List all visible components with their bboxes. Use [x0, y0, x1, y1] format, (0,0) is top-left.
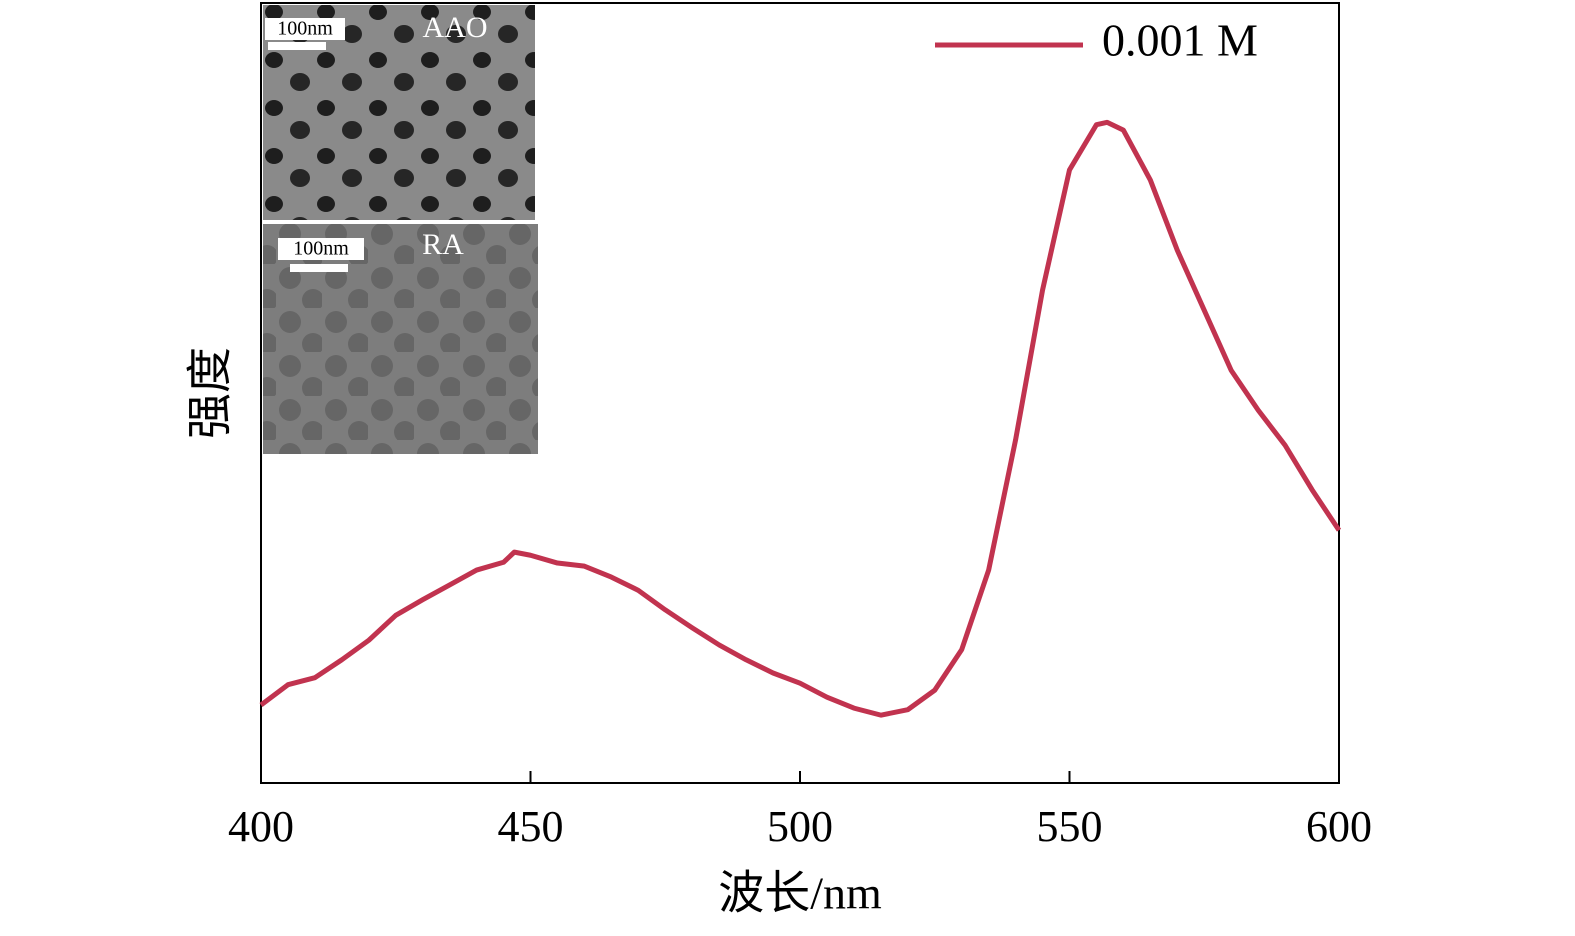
inset-images: 100nm AAO 100nm RA [263, 5, 538, 454]
x-tick-label: 550 [1037, 802, 1103, 851]
x-tick-label: 400 [228, 802, 294, 851]
scale-box [278, 238, 364, 260]
y-axis-label: 强度 [185, 347, 236, 439]
scale-bar [268, 42, 326, 50]
x-tick-label: 450 [498, 802, 564, 851]
inset-label: AAO [423, 11, 488, 44]
scale-label: 100nm [277, 18, 333, 40]
x-tick-label: 500 [767, 802, 833, 851]
inset-label: RA [422, 228, 464, 261]
scale-bar [290, 264, 348, 272]
x-tick-label: 600 [1306, 802, 1372, 851]
scale-box [265, 18, 345, 40]
inset-image [263, 5, 535, 220]
legend-label: 0.001 M [1102, 15, 1258, 66]
inset-image [263, 224, 538, 454]
data-line [259, 119, 1342, 718]
scale-label: 100nm [293, 238, 349, 260]
x-axis-label: 波长/nm [718, 868, 882, 919]
